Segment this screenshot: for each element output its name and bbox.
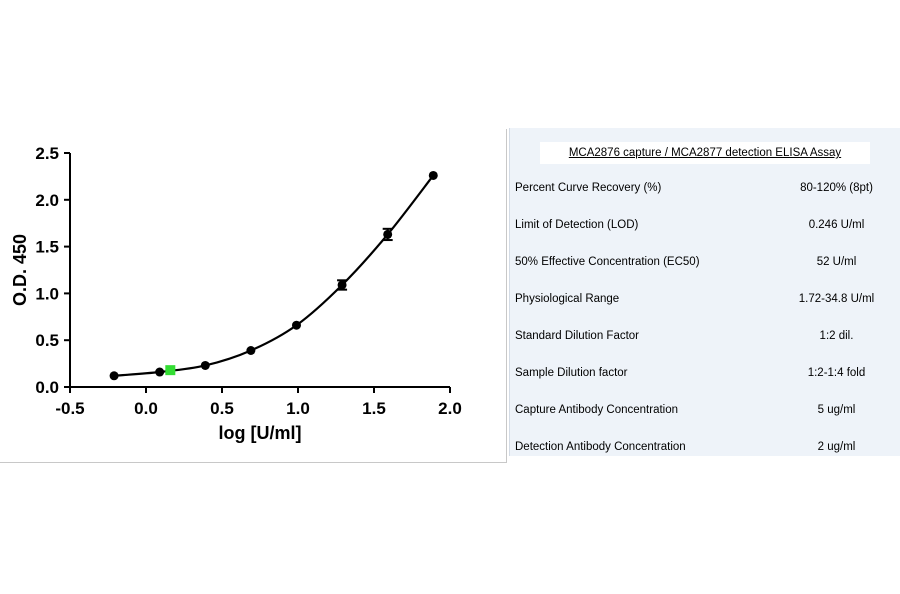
sample-point-marker <box>165 365 176 376</box>
table-title: MCA2876 capture / MCA2877 detection ELIS… <box>540 142 870 164</box>
data-point <box>200 360 210 370</box>
data-point <box>109 371 119 381</box>
fit-curve-layer <box>113 174 435 377</box>
data-point <box>155 367 165 377</box>
x-tick-label: 1.5 <box>362 399 386 418</box>
data-point <box>291 320 301 330</box>
elisa-standard-curve-chart: -0.5 0.0 0.5 1.0 1.5 2.0 0.0 0.5 1.0 1.5 2.0 2.5 lo… <box>10 144 462 443</box>
table-row: Standard Dilution Factor 1:2 dil. <box>510 326 900 346</box>
table-row: 50% Effective Concentration (EC50) 52 U/… <box>510 252 900 272</box>
x-tick-label: -0.5 <box>55 399 84 418</box>
row-label: Capture Antibody Concentration <box>515 404 679 416</box>
row-label: Physiological Range <box>515 293 620 305</box>
row-value: 1.72-34.8 U/ml <box>798 293 875 305</box>
row-value: 2 ug/ml <box>817 441 856 453</box>
chart-panel: -0.5 0.0 0.5 1.0 1.5 2.0 0.0 0.5 1.0 1.5 2.0 2.5 lo… <box>0 129 507 463</box>
y-tick-label: 2.5 <box>35 144 59 163</box>
data-point <box>337 280 347 290</box>
axes: -0.5 0.0 0.5 1.0 1.5 2.0 0.0 0.5 1.0 1.5 2.0 2.5 <box>35 144 461 418</box>
x-tick-label: 2.0 <box>438 399 462 418</box>
row-label: 50% Effective Concentration (EC50) <box>515 256 700 268</box>
row-value: 1:2 dil. <box>819 330 854 342</box>
table-row: Sample Dilution factor 1:2-1:4 fold <box>510 363 900 383</box>
y-tick-label: 0.0 <box>35 378 59 397</box>
row-value: 0.246 U/ml <box>808 219 865 231</box>
row-label: Standard Dilution Factor <box>515 330 640 342</box>
row-label: Sample Dilution factor <box>515 367 628 379</box>
x-tick-label: 0.5 <box>210 399 234 418</box>
table-row: Physiological Range 1.72-34.8 U/ml <box>510 289 900 309</box>
data-point <box>383 229 393 239</box>
table-row: Limit of Detection (LOD) 0.246 U/ml <box>510 215 900 235</box>
table-row: Detection Antibody Concentration 2 ug/ml <box>510 437 900 457</box>
data-point <box>246 345 256 355</box>
data-points-layer <box>109 170 438 381</box>
assay-summary-table: MCA2876 capture / MCA2877 detection ELIS… <box>509 128 900 456</box>
table-row: Capture Antibody Concentration 5 ug/ml <box>510 400 900 420</box>
row-value: 52 U/ml <box>816 256 857 268</box>
x-tick-label: 1.0 <box>286 399 310 418</box>
row-value: 80-120% (8pt) <box>800 182 873 194</box>
row-label: Detection Antibody Concentration <box>515 441 686 453</box>
x-tick-label: 0.0 <box>134 399 158 418</box>
y-axis-title: O.D. 450 <box>10 234 30 306</box>
fit-curve <box>113 174 435 377</box>
row-label: Percent Curve Recovery (%) <box>515 182 662 194</box>
row-value: 1:2-1:4 fold <box>807 367 866 379</box>
row-value: 5 ug/ml <box>817 404 856 416</box>
x-axis-title: log [U/ml] <box>219 423 302 443</box>
y-tick-label: 2.0 <box>35 191 59 210</box>
y-tick-label: 1.5 <box>35 238 59 257</box>
y-tick-label: 0.5 <box>35 331 59 350</box>
table-row: Percent Curve Recovery (%) 80-120% (8pt) <box>510 178 900 198</box>
y-tick-label: 1.0 <box>35 284 59 303</box>
row-label: Limit of Detection (LOD) <box>515 219 639 231</box>
data-point <box>428 170 438 180</box>
